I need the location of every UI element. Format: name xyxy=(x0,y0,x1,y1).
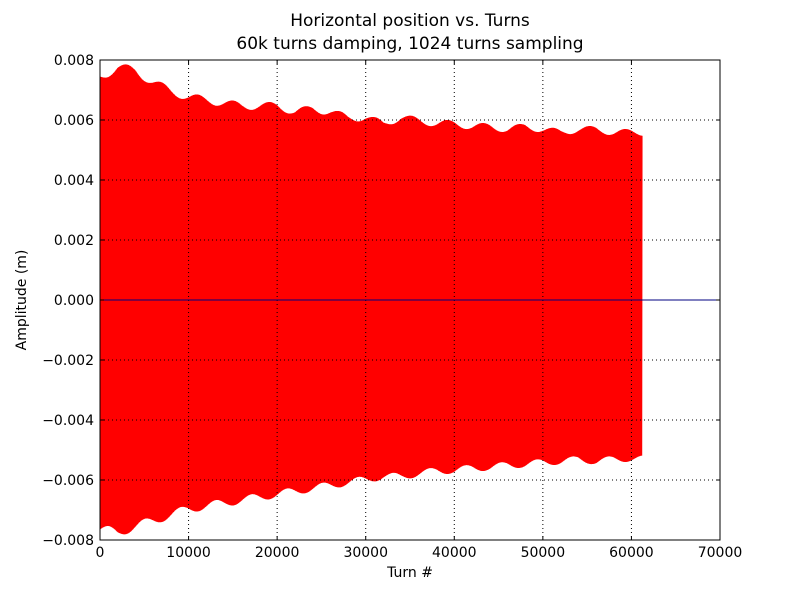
series-turn-signal xyxy=(99,64,643,535)
x-axis-label: Turn # xyxy=(386,565,433,581)
series-layer xyxy=(99,64,643,535)
x-tick-label: 20000 xyxy=(255,545,300,561)
chart-subtitle: 60k turns damping, 1024 turns sampling xyxy=(236,34,583,54)
y-tick-label: −0.004 xyxy=(42,413,94,429)
y-tick-label: 0.008 xyxy=(54,53,94,69)
x-tick-label: 60000 xyxy=(609,545,654,561)
chart-title: Horizontal position vs. Turns xyxy=(290,11,530,31)
x-tick-label: 40000 xyxy=(432,545,477,561)
y-tick-label: 0.004 xyxy=(54,173,94,189)
y-tick-label: −0.002 xyxy=(42,353,94,369)
x-tick-label: 0 xyxy=(96,545,105,561)
x-tick-label: 50000 xyxy=(521,545,566,561)
y-tick-label: 0.006 xyxy=(54,113,94,129)
x-tick-label: 10000 xyxy=(166,545,211,561)
y-tick-label: 0.000 xyxy=(54,293,94,309)
x-tick-label: 30000 xyxy=(343,545,388,561)
y-tick-label: −0.006 xyxy=(42,473,94,489)
x-tick-label: 70000 xyxy=(698,545,743,561)
y-tick-label: 0.002 xyxy=(54,233,94,249)
y-axis-label: Amplitude (m) xyxy=(14,250,30,351)
y-tick-label: −0.008 xyxy=(42,533,94,549)
plot-area: 0 10000 20000 30000 40000 50000 60000 70000 −0.0… xyxy=(42,53,742,561)
tick-layer: 0 10000 20000 30000 40000 50000 60000 70000 −0.0… xyxy=(42,53,742,561)
